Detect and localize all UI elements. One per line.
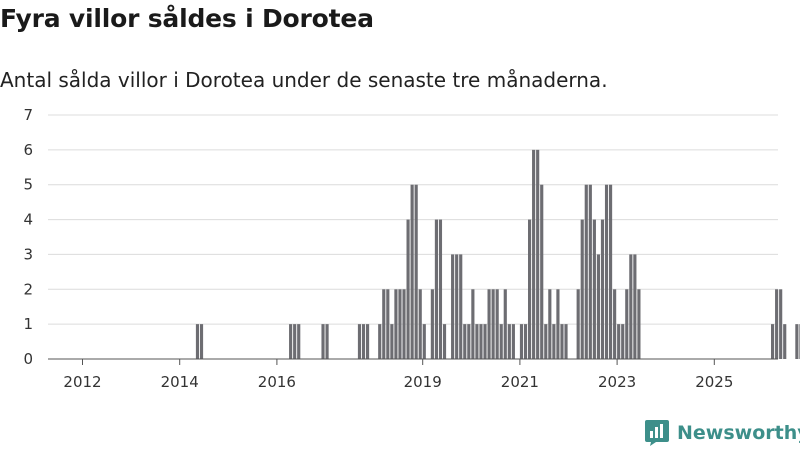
bar (382, 289, 386, 359)
bar (491, 289, 495, 359)
bar (414, 184, 418, 359)
bar (467, 324, 471, 359)
x-tick-label: 2021 (501, 373, 539, 391)
bar (422, 324, 426, 359)
bar (475, 324, 479, 359)
bar (289, 324, 293, 359)
bar (629, 254, 633, 359)
chart-subtitle: Antal sålda villor i Dorotea under de se… (0, 68, 608, 92)
bar (783, 324, 787, 359)
bar (507, 324, 511, 359)
y-tick-label: 0 (23, 350, 33, 368)
bar (548, 289, 552, 359)
bar (442, 324, 447, 359)
bar (519, 324, 524, 359)
bar (503, 289, 507, 359)
newsworthy-logo-icon (645, 420, 669, 446)
bar (625, 289, 629, 359)
bar (434, 219, 438, 359)
bar (406, 219, 410, 359)
bar (560, 324, 564, 359)
bar (511, 324, 515, 359)
bar (451, 254, 455, 359)
bar (394, 289, 398, 359)
bar (633, 254, 637, 359)
bar (321, 324, 325, 359)
bar (523, 324, 528, 359)
bar (588, 184, 592, 359)
y-tick-label: 7 (23, 106, 33, 124)
bar (297, 324, 301, 359)
x-tick-label: 2019 (404, 373, 442, 391)
bar (556, 289, 560, 359)
newsworthy-logo[interactable]: Newsworthy (644, 419, 800, 447)
bar (795, 324, 799, 359)
bar (592, 219, 596, 359)
bar (576, 289, 580, 359)
bar (199, 324, 204, 359)
bar (540, 184, 544, 359)
chart-title: Fyra villor såldes i Dorotea (0, 4, 374, 33)
y-tick-label: 1 (23, 315, 33, 333)
bar (455, 254, 459, 359)
bar (357, 324, 362, 359)
bar (771, 324, 775, 359)
bar (487, 289, 491, 359)
bar (779, 289, 783, 359)
bar (390, 324, 394, 359)
bar (483, 324, 487, 359)
y-tick-label: 3 (23, 245, 33, 263)
newsworthy-logo-text: Newsworthy (677, 422, 800, 444)
bar (600, 219, 605, 359)
bar (609, 184, 613, 359)
bar (617, 324, 621, 359)
bar (637, 289, 641, 359)
bar (410, 184, 414, 359)
x-tick-label: 2025 (695, 373, 733, 391)
bar (463, 324, 467, 359)
bar (325, 324, 329, 359)
bar (621, 324, 625, 359)
bar (552, 324, 556, 359)
y-tick-label: 6 (23, 141, 33, 159)
bar (775, 289, 779, 359)
y-tick-label: 2 (23, 280, 33, 298)
bar (613, 289, 617, 359)
bar (584, 184, 588, 359)
bar (528, 219, 532, 359)
x-tick-label: 2023 (598, 373, 636, 391)
x-tick-label: 2014 (161, 373, 199, 391)
bar (195, 324, 200, 359)
bar (499, 324, 503, 359)
bar (495, 289, 499, 359)
bar (398, 289, 402, 359)
bar (402, 289, 406, 359)
y-tick-label: 5 (23, 176, 33, 194)
x-tick-label: 2016 (258, 373, 296, 391)
bar (459, 254, 463, 359)
bar (378, 324, 382, 359)
bar (536, 149, 540, 359)
bar (544, 324, 548, 359)
bar (564, 324, 568, 359)
bar (386, 289, 390, 359)
bar (366, 324, 370, 359)
bar (418, 289, 422, 359)
bar (580, 219, 584, 359)
bar (430, 289, 434, 359)
bar (479, 324, 483, 359)
y-tick-label: 4 (23, 211, 33, 229)
bar (604, 184, 609, 359)
bar (471, 289, 475, 359)
x-tick-label: 2012 (63, 373, 101, 391)
bar (596, 254, 600, 359)
bar (438, 219, 443, 359)
bar (361, 324, 366, 359)
bar (293, 324, 297, 359)
bar (532, 149, 536, 359)
